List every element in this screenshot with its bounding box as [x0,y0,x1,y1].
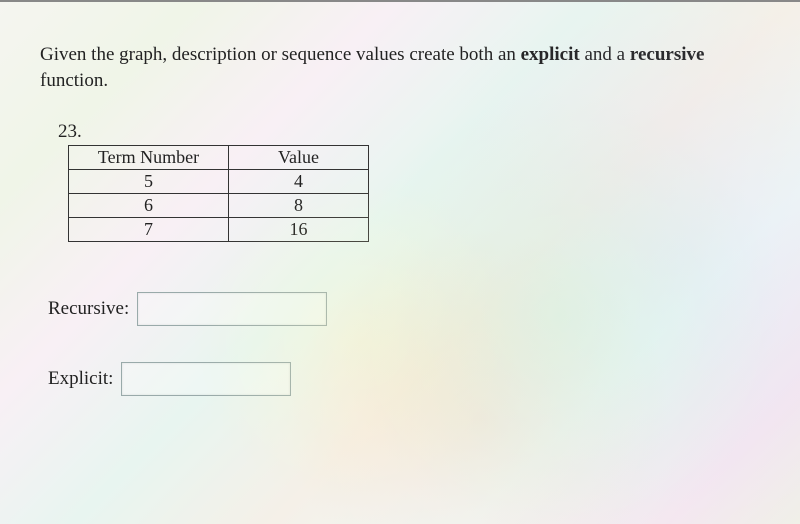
header-term-number: Term Number [69,146,229,170]
question-number: 23. [58,121,760,143]
cell-term: 7 [69,218,229,242]
table-header-row: Term Number Value [69,146,369,170]
recursive-answer-row: Recursive: [48,292,760,326]
recursive-label: Recursive: [48,298,129,320]
sequence-table: Term Number Value 5 4 6 8 7 16 [68,145,369,242]
cell-term: 6 [69,194,229,218]
header-value: Value [229,146,369,170]
cell-value: 4 [229,170,369,194]
instruction-text: Given the graph, description or sequence… [40,42,760,93]
cell-term: 5 [69,170,229,194]
instruction-bold-explicit: explicit [521,44,580,65]
instruction-bold-recursive: recursive [630,44,705,65]
explicit-answer-row: Explicit: [48,362,760,396]
cell-value: 16 [229,218,369,242]
table-row: 5 4 [69,170,369,194]
table-row: 6 8 [69,194,369,218]
explicit-input[interactable] [121,362,291,396]
instruction-mid: and a [580,44,630,65]
instruction-suffix: function. [40,70,108,91]
recursive-input[interactable] [137,292,327,326]
cell-value: 8 [229,194,369,218]
instruction-prefix: Given the graph, description or sequence… [40,44,521,65]
table-row: 7 16 [69,218,369,242]
explicit-label: Explicit: [48,368,113,390]
